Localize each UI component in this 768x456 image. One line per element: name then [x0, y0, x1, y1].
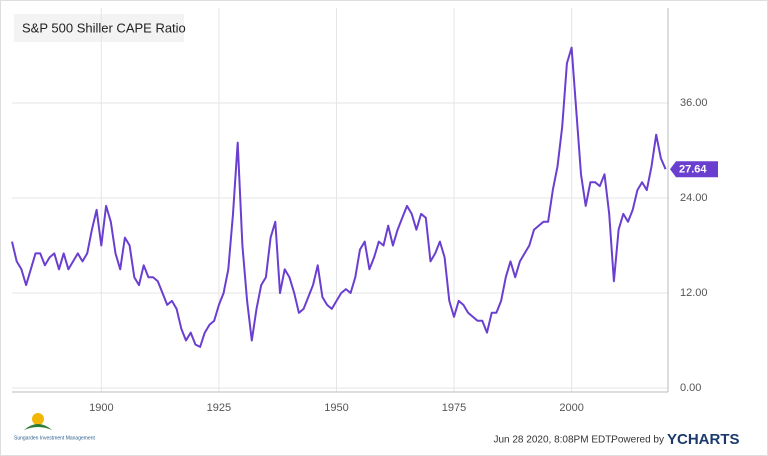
logo-sun: [32, 413, 44, 425]
timestamp: Jun 28 2020, 8:08PM EDT.: [493, 435, 613, 446]
brand: YCHARTS: [667, 431, 740, 448]
y-tick-label: 36.00: [680, 97, 708, 109]
line: [11, 46, 667, 348]
powered-by: Powered by: [611, 435, 664, 446]
x-tick-label: 1925: [207, 402, 231, 414]
logo-text: Sungarden Investment Management: [14, 435, 95, 441]
chart-title: S&P 500 Shiller CAPE Ratio: [22, 20, 186, 35]
logo-leaf: [24, 424, 52, 430]
y-tick-label: 12.00: [680, 287, 708, 299]
x-tick-label: 1975: [442, 402, 466, 414]
x-tick-label: 1950: [324, 402, 348, 414]
logo: [24, 413, 52, 430]
x-tick-label: 1900: [89, 402, 113, 414]
x-tick-label: 2000: [559, 402, 583, 414]
title-box: [14, 14, 184, 42]
y-tick-label: 24.00: [680, 192, 708, 204]
last-value-label: 27.64: [679, 164, 707, 176]
last-value-tag: [670, 161, 718, 178]
y-tick-label: 0.00: [680, 382, 701, 394]
